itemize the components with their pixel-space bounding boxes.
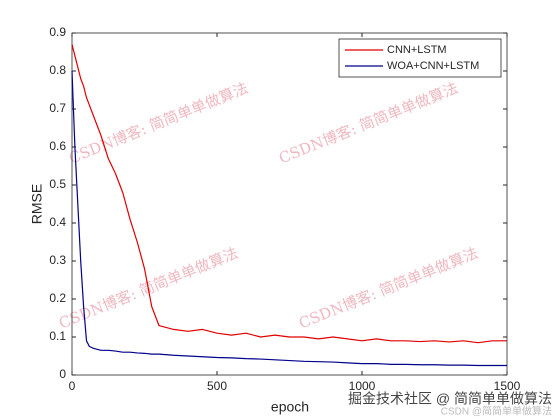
x-tick-label: 0 [69,379,76,393]
y-tick-label: 0.7 [49,101,66,115]
y-tick-label: 0.9 [49,25,66,39]
y-tick-label: 0.8 [49,63,66,77]
y-tick-label: 0.2 [49,291,66,305]
y-tick-label: 0 [59,367,66,381]
y-tick-label: 0.3 [49,253,66,267]
y-tick-label: 0.5 [49,177,66,191]
legend-label: CNN+LSTM [387,44,447,56]
legend-box [338,38,502,78]
axes-box [71,32,508,376]
legend-label: WOA+CNN+LSTM [387,60,479,72]
line-series [71,70,507,367]
y-tick-label: 0.4 [49,215,66,229]
y-axis-label: RMSE [29,184,45,224]
footer-watermark: 掘金技术社区 @ 简简单单做算法 [348,391,552,407]
x-tick-label: 1000 [349,379,376,393]
y-tick-label: 0.6 [49,139,66,153]
x-tick-label: 500 [207,379,227,393]
footer-watermark: CSDN @简简单单做算法 [441,405,552,418]
x-tick-label: 1500 [494,379,521,393]
y-tick-label: 0.1 [49,329,66,343]
line-series [71,44,507,344]
x-axis-label: epoch [271,399,309,415]
